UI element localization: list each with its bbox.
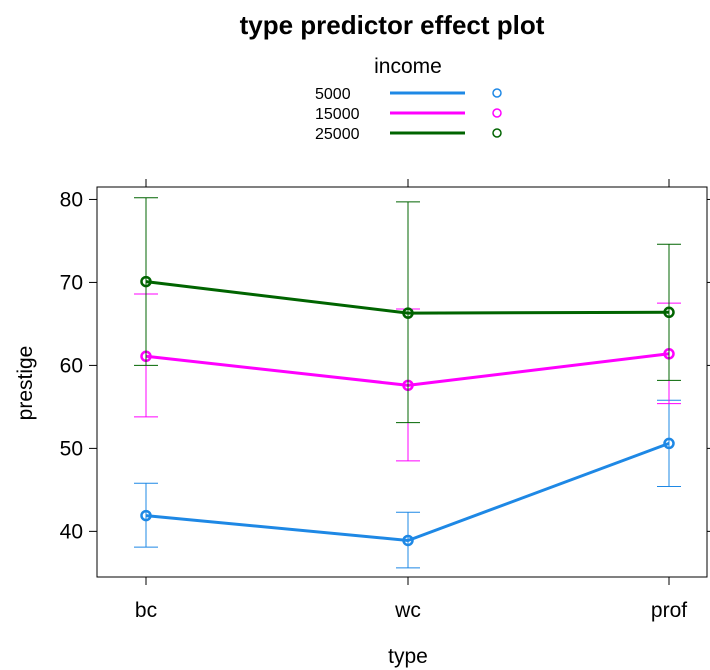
data-point — [140, 275, 152, 288]
data-point — [140, 509, 152, 522]
data-point — [663, 437, 675, 450]
legend-label: 15000 — [315, 106, 360, 123]
legend-point — [492, 128, 502, 138]
y-tick-label: 40 — [60, 520, 83, 543]
y-tick-label: 60 — [60, 354, 83, 377]
y-tick-label: 70 — [60, 271, 83, 294]
y-tick-label: 80 — [60, 188, 83, 211]
x-tick-label: wc — [394, 599, 421, 622]
legend-label: 25000 — [315, 126, 360, 143]
legend-point — [492, 108, 502, 118]
series-25000 — [134, 197, 681, 424]
legend-point — [492, 88, 502, 98]
x-tick-label: bc — [135, 599, 157, 622]
axis-ticks: 40 50 60 70 80 bc wc prof — [60, 179, 710, 622]
chart-title: type predictor effect plot — [240, 10, 545, 40]
y-tick-label: 50 — [60, 437, 83, 460]
y-axis-label: prestige — [14, 346, 37, 421]
series-line — [145, 280, 670, 315]
plot-panel — [96, 186, 708, 578]
data-point — [663, 306, 675, 319]
legend: 5000 15000 25000 — [315, 86, 502, 143]
series-layer — [134, 197, 681, 569]
legend-label: 5000 — [315, 86, 351, 103]
legend-title: income — [374, 55, 442, 78]
data-point — [402, 534, 414, 547]
x-tick-label: prof — [651, 599, 687, 622]
data-point — [402, 307, 414, 319]
series-line — [145, 441, 670, 543]
x-axis-label: type — [388, 645, 428, 668]
